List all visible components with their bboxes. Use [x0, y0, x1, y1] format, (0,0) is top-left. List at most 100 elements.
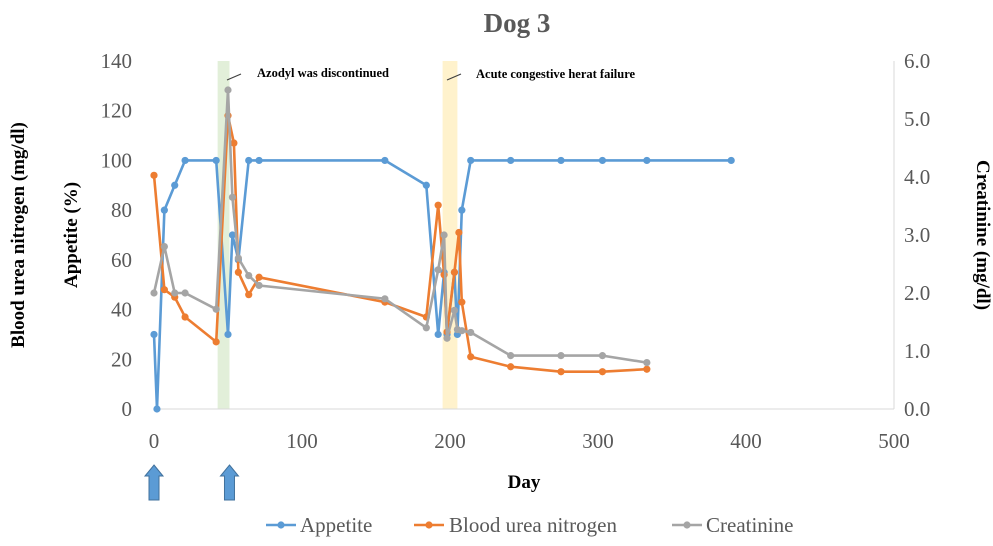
data-point-appetite [160, 206, 168, 214]
x-tick-label: 400 [730, 429, 762, 453]
x-tick-label: 300 [582, 429, 614, 453]
data-point-creatinine [255, 281, 263, 290]
legend-marker [425, 521, 433, 529]
x-tick-label: 200 [434, 429, 466, 453]
data-point-appetite [224, 330, 232, 339]
axes: 0 100 200 300 400 500 0 20 40 60 80 100 120 140 0.0 1.0… [101, 49, 931, 453]
y-left-tick-label: 20 [111, 347, 132, 371]
legend-marker [277, 521, 285, 529]
legend-label: Creatinine [706, 513, 793, 537]
data-point-blood-urea-nitrogen [507, 363, 515, 371]
data-point-creatinine [440, 231, 448, 239]
data-point-blood-urea-nitrogen [450, 268, 459, 276]
data-point-appetite [171, 181, 179, 189]
data-point-appetite [458, 206, 466, 214]
data-point-creatinine [150, 289, 158, 297]
data-point-appetite [598, 156, 607, 165]
annotation-azodyl-text: Azodyl was discontinued [257, 66, 389, 80]
data-point-creatinine [171, 289, 179, 297]
data-point-appetite [422, 181, 430, 189]
data-point-creatinine [598, 352, 607, 360]
shaded-band-1 [217, 61, 230, 409]
data-point-blood-urea-nitrogen [255, 273, 263, 281]
y-axis-label-bun: Blood urea nitrogen (mg/dl) [8, 122, 29, 348]
data-point-creatinine [234, 254, 242, 262]
data-point-blood-urea-nitrogen [598, 368, 607, 376]
y-axis-label-appetite: Appetite (%) [61, 182, 82, 288]
data-point-blood-urea-nitrogen [160, 286, 168, 294]
data-point-appetite [153, 405, 161, 413]
data-point-creatinine [557, 352, 565, 360]
data-point-blood-urea-nitrogen [467, 353, 475, 361]
legend-marker [683, 521, 691, 529]
legend-label: Appetite [300, 513, 372, 537]
data-point-creatinine [160, 243, 168, 251]
data-point-appetite [434, 330, 442, 339]
data-point-blood-urea-nitrogen [234, 268, 242, 276]
y-left-tick-label: 120 [101, 99, 133, 123]
data-point-blood-urea-nitrogen [557, 368, 565, 376]
legend: Appetite Blood urea nitrogen Creatinine [266, 513, 793, 537]
data-point-creatinine [458, 327, 466, 335]
data-point-appetite [150, 330, 158, 339]
y-left-tick-label: 100 [101, 148, 133, 172]
data-point-blood-urea-nitrogen [230, 139, 238, 147]
series-group [150, 86, 735, 413]
data-point-blood-urea-nitrogen [434, 201, 442, 209]
y-left-tick-label: 60 [111, 248, 132, 272]
y-left-tick-label: 80 [111, 198, 132, 222]
data-point-blood-urea-nitrogen [458, 298, 466, 306]
arrow-marker [219, 464, 240, 501]
y-right-tick-label: 4.0 [904, 165, 930, 189]
data-point-appetite [557, 156, 565, 165]
x-tick-label: 100 [286, 429, 318, 453]
x-tick-label: 0 [149, 429, 160, 453]
data-point-creatinine [434, 266, 442, 274]
data-point-creatinine [467, 328, 475, 337]
annotation-leader-line [226, 73, 242, 81]
y-right-tick-label: 3.0 [904, 223, 930, 247]
y-right-tick-label: 0.0 [904, 397, 930, 421]
data-point-creatinine [224, 86, 232, 94]
y-right-tick-label: 6.0 [904, 49, 930, 73]
data-point-appetite [212, 156, 220, 165]
y-right-tick-label: 1.0 [904, 339, 930, 363]
x-axis-label: Day [508, 472, 541, 493]
y-right-tick-label: 5.0 [904, 107, 930, 131]
annotation-leader-line [446, 73, 462, 81]
chart-title: Dog 3 [484, 8, 551, 38]
data-point-appetite [181, 156, 189, 165]
data-point-creatinine [245, 272, 253, 280]
y-right-tick-label: 2.0 [904, 281, 930, 305]
data-point-appetite [255, 156, 263, 165]
data-point-creatinine [228, 193, 237, 201]
y-left-tick-label: 0 [122, 397, 133, 421]
data-point-creatinine [450, 306, 459, 314]
data-point-blood-urea-nitrogen [643, 365, 651, 373]
annotation-chf-text: Acute congestive herat failure [476, 67, 636, 81]
data-point-appetite [245, 156, 253, 165]
data-point-appetite [727, 156, 735, 165]
data-point-blood-urea-nitrogen [245, 291, 253, 299]
shaded-bands [217, 61, 458, 409]
data-point-appetite [507, 156, 515, 165]
data-point-appetite [381, 156, 389, 165]
x-tick-label: 500 [878, 429, 910, 453]
data-point-creatinine [422, 324, 430, 332]
data-point-appetite [643, 156, 651, 165]
y-left-tick-label: 140 [101, 49, 133, 73]
data-point-appetite [467, 156, 475, 165]
y-left-tick-label: 40 [111, 298, 132, 322]
data-point-creatinine [381, 295, 389, 303]
annotations: Azodyl was discontinued Acute congestive … [143, 66, 636, 501]
data-point-blood-urea-nitrogen [455, 228, 463, 237]
y-axis-label-creatinine: Creatinine (mg/dl) [972, 160, 993, 310]
arrow-marker [143, 464, 165, 501]
data-point-creatinine [443, 334, 451, 342]
data-point-blood-urea-nitrogen [150, 171, 158, 179]
legend-label: Blood urea nitrogen [449, 513, 617, 537]
data-point-creatinine [181, 289, 189, 297]
data-point-creatinine [643, 359, 651, 367]
